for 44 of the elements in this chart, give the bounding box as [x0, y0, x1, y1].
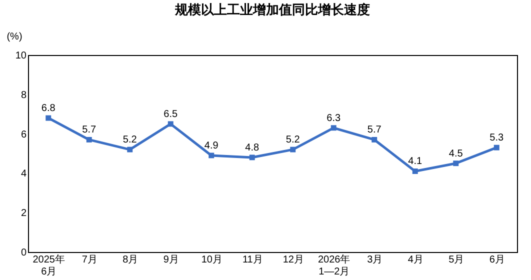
y-axis-title: (%) — [6, 32, 22, 42]
x-tick-label: 2025年 6月 — [32, 254, 65, 278]
y-tick-label: 6 — [20, 129, 27, 140]
data-label: 4.8 — [245, 142, 260, 154]
data-label: 5.7 — [82, 124, 97, 136]
x-tick-label: 5月 — [448, 254, 464, 266]
data-label: 6.5 — [164, 108, 178, 120]
y-tick-label: 0 — [20, 248, 27, 258]
point — [494, 144, 500, 150]
x-tick-label: 7月 — [82, 254, 98, 266]
x-tick-label: 12月 — [282, 254, 304, 266]
x-tick-label: 11月 — [242, 254, 263, 266]
data-label: 4.9 — [204, 140, 219, 152]
data-label: 4.1 — [408, 156, 423, 168]
point — [412, 168, 418, 174]
point — [127, 146, 133, 152]
data-label: 5.3 — [490, 132, 504, 144]
data-label: 5.7 — [367, 124, 382, 136]
y-tick-label: 4 — [20, 168, 27, 180]
point — [46, 115, 52, 121]
point — [86, 136, 92, 142]
x-tick-label: 2026年 1—2月 — [318, 254, 350, 278]
data-label: 6.8 — [41, 103, 56, 114]
x-tick-label: 3月 — [367, 254, 383, 266]
data-label: 5.2 — [122, 134, 138, 146]
data-label: 4.5 — [448, 148, 464, 160]
y-tick-label: 10 — [15, 50, 27, 62]
point — [330, 125, 336, 131]
point — [249, 154, 255, 160]
x-tick-label: 4月 — [408, 254, 424, 266]
x-tick-label: 6月 — [489, 254, 505, 266]
chart-title: 规模以上工业增加值同比增长速度 — [174, 2, 370, 17]
data-label: 6.3 — [326, 112, 342, 124]
point — [168, 121, 174, 127]
point — [372, 136, 378, 142]
x-tick-label: 8月 — [122, 254, 138, 266]
data-label: 5.2 — [286, 134, 300, 146]
y-tick-label: 8 — [20, 90, 27, 101]
point — [453, 160, 459, 166]
y-tick-label: 2 — [20, 208, 27, 220]
point — [208, 152, 214, 158]
x-tick-label: 10月 — [201, 254, 222, 266]
point — [290, 146, 296, 152]
x-tick-label: 9月 — [163, 254, 179, 266]
